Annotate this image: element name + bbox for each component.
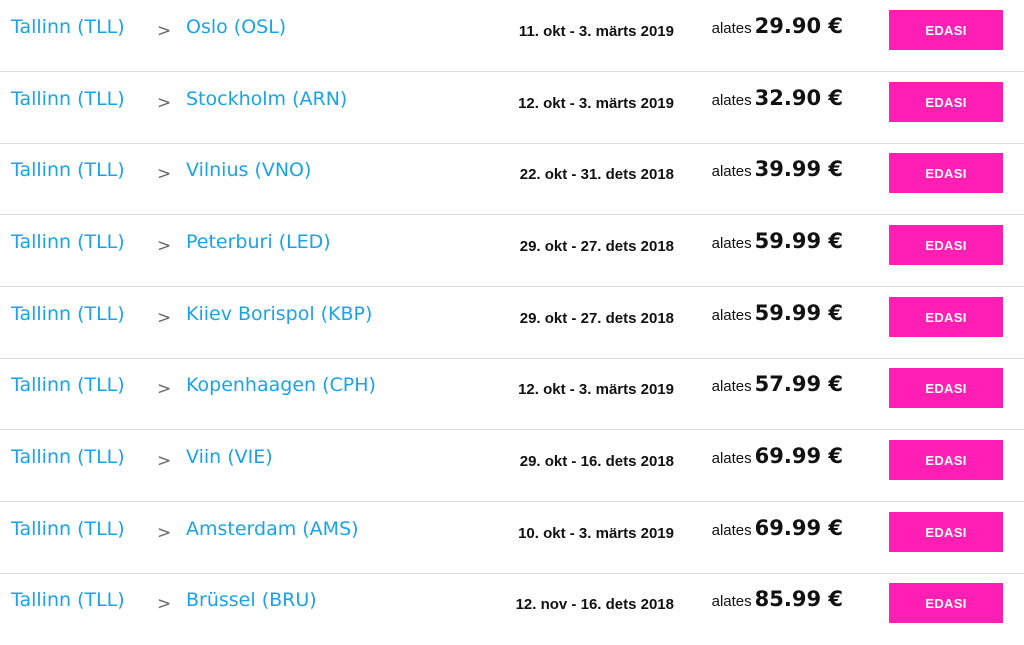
travel-dates: 29. okt - 27. dets 2018	[519, 310, 674, 327]
price-prefix: alates	[711, 450, 752, 467]
destination-link[interactable]: Vilnius (VNO)	[186, 159, 312, 181]
chevron-right-icon: >	[157, 164, 172, 184]
travel-dates: 29. okt - 27. dets 2018	[519, 238, 674, 255]
row-divider	[0, 573, 1024, 574]
chevron-right-icon: >	[157, 21, 172, 41]
travel-dates: 12. okt - 3. märts 2019	[518, 381, 674, 398]
price-value: 57.99 €	[754, 372, 843, 396]
travel-dates: 12. nov - 16. dets 2018	[515, 596, 674, 613]
row-divider	[0, 143, 1024, 144]
destination-link[interactable]: Brüssel (BRU)	[186, 589, 317, 611]
price: alates 39.99 €	[712, 157, 843, 181]
price-value: 59.99 €	[754, 301, 843, 325]
chevron-right-icon: >	[157, 594, 172, 614]
price: alates 57.99 €	[712, 372, 843, 396]
chevron-right-icon: >	[157, 93, 172, 113]
flight-offer-row: Tallinn (TLL) > Oslo (OSL) 11. okt - 3. …	[0, 0, 1024, 72]
price-value: 69.99 €	[754, 516, 843, 540]
price-prefix: alates	[711, 92, 752, 109]
edasi-button[interactable]: EDASI	[889, 368, 1003, 408]
price-value: 32.90 €	[754, 86, 843, 110]
price: alates 29.90 €	[712, 14, 843, 38]
price-prefix: alates	[711, 307, 752, 324]
origin-link[interactable]: Tallinn (TLL)	[11, 374, 125, 396]
row-divider	[0, 358, 1024, 359]
destination-link[interactable]: Viin (VIE)	[186, 446, 273, 468]
flight-offer-row: Tallinn (TLL) > Peterburi (LED) 29. okt …	[0, 215, 1024, 287]
row-divider	[0, 501, 1024, 502]
origin-link[interactable]: Tallinn (TLL)	[11, 446, 125, 468]
row-divider	[0, 214, 1024, 215]
chevron-right-icon: >	[157, 379, 172, 399]
origin-link[interactable]: Tallinn (TLL)	[11, 518, 125, 540]
flight-offer-row: Tallinn (TLL) > Amsterdam (AMS) 10. okt …	[0, 502, 1024, 574]
price-value: 29.90 €	[754, 14, 843, 38]
origin-link[interactable]: Tallinn (TLL)	[11, 159, 125, 181]
travel-dates: 11. okt - 3. märts 2019	[518, 23, 674, 40]
price-value: 59.99 €	[754, 229, 843, 253]
chevron-right-icon: >	[157, 523, 172, 543]
price-value: 85.99 €	[754, 587, 843, 611]
flight-offer-row: Tallinn (TLL) > Kiiev Borispol (KBP) 29.…	[0, 287, 1024, 359]
price: alates 59.99 €	[712, 229, 843, 253]
origin-link[interactable]: Tallinn (TLL)	[11, 589, 125, 611]
price: alates 69.99 €	[712, 444, 843, 468]
chevron-right-icon: >	[157, 308, 172, 328]
travel-dates: 10. okt - 3. märts 2019	[518, 525, 674, 542]
flight-offer-row: Tallinn (TLL) > Brüssel (BRU) 12. nov - …	[0, 573, 1024, 645]
destination-link[interactable]: Kiiev Borispol (KBP)	[186, 303, 373, 325]
edasi-button[interactable]: EDASI	[889, 225, 1003, 265]
row-divider	[0, 429, 1024, 430]
edasi-button[interactable]: EDASI	[889, 297, 1003, 337]
travel-dates: 12. okt - 3. märts 2019	[518, 95, 674, 112]
flight-offer-row: Tallinn (TLL) > Vilnius (VNO) 22. okt - …	[0, 143, 1024, 215]
edasi-button[interactable]: EDASI	[889, 583, 1003, 623]
chevron-right-icon: >	[157, 451, 172, 471]
flight-offer-row: Tallinn (TLL) > Kopenhaagen (CPH) 12. ok…	[0, 358, 1024, 430]
row-divider	[0, 71, 1024, 72]
price-prefix: alates	[711, 593, 752, 610]
edasi-button[interactable]: EDASI	[889, 10, 1003, 50]
edasi-button[interactable]: EDASI	[889, 440, 1003, 480]
destination-link[interactable]: Peterburi (LED)	[186, 231, 331, 253]
flight-offer-row: Tallinn (TLL) > Stockholm (ARN) 12. okt …	[0, 72, 1024, 144]
price: alates 32.90 €	[712, 86, 843, 110]
edasi-button[interactable]: EDASI	[889, 82, 1003, 122]
price-prefix: alates	[711, 235, 752, 252]
edasi-button[interactable]: EDASI	[889, 153, 1003, 193]
chevron-right-icon: >	[157, 236, 172, 256]
price-prefix: alates	[711, 378, 752, 395]
price-value: 39.99 €	[754, 157, 843, 181]
price-prefix: alates	[711, 163, 752, 180]
destination-link[interactable]: Stockholm (ARN)	[186, 88, 348, 110]
price-prefix: alates	[711, 20, 752, 37]
row-divider	[0, 286, 1024, 287]
origin-link[interactable]: Tallinn (TLL)	[11, 88, 125, 110]
origin-link[interactable]: Tallinn (TLL)	[11, 231, 125, 253]
price: alates 69.99 €	[712, 516, 843, 540]
travel-dates: 29. okt - 16. dets 2018	[519, 453, 674, 470]
price: alates 85.99 €	[712, 587, 843, 611]
price-prefix: alates	[711, 522, 752, 539]
edasi-button[interactable]: EDASI	[889, 512, 1003, 552]
origin-link[interactable]: Tallinn (TLL)	[11, 16, 125, 38]
origin-link[interactable]: Tallinn (TLL)	[11, 303, 125, 325]
destination-link[interactable]: Oslo (OSL)	[186, 16, 287, 38]
destination-link[interactable]: Kopenhaagen (CPH)	[186, 374, 376, 396]
destination-link[interactable]: Amsterdam (AMS)	[186, 518, 359, 540]
price: alates 59.99 €	[712, 301, 843, 325]
travel-dates: 22. okt - 31. dets 2018	[519, 166, 674, 183]
price-value: 69.99 €	[754, 444, 843, 468]
flight-offer-row: Tallinn (TLL) > Viin (VIE) 29. okt - 16.…	[0, 430, 1024, 502]
